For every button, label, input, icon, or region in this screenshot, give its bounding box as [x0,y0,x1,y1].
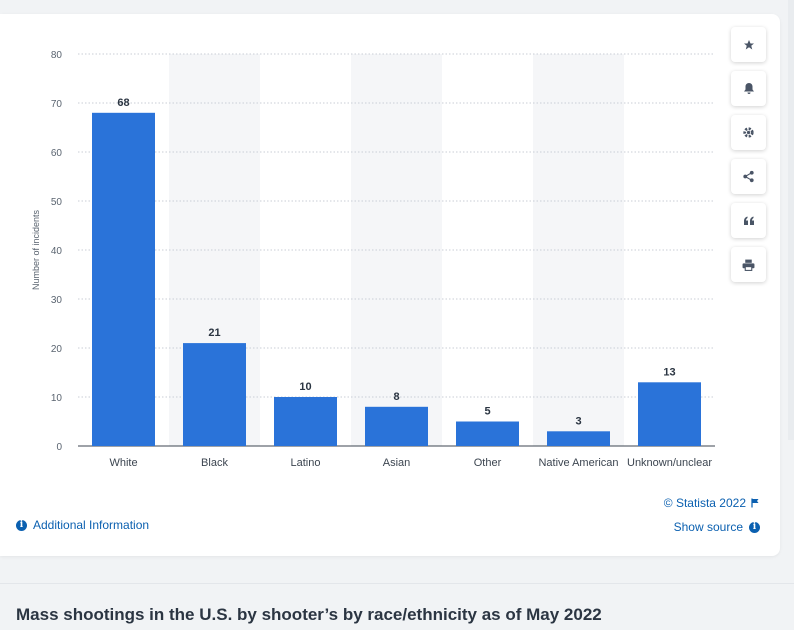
x-tick-label: White [109,457,137,469]
y-tick-label: 50 [51,197,63,208]
additional-information-label: Additional Information [33,518,150,532]
bar-native-american [547,431,610,446]
y-tick-label: 30 [51,295,63,306]
y-tick-label: 60 [51,148,63,159]
data-label: 8 [393,391,399,403]
y-tick-label: 0 [56,442,62,453]
info-icon: i [16,519,27,531]
x-tick-label: Other [474,457,502,469]
star-icon [743,39,754,49]
share-icon [743,170,754,183]
y-tick-label: 20 [51,344,63,355]
x-tick-label: Asian [383,457,411,469]
cite-button[interactable] [731,203,766,238]
settings-button[interactable] [731,115,766,150]
print-icon [742,259,755,271]
y-tick-label: 40 [51,246,63,257]
bar-white [92,112,155,447]
share-button[interactable] [731,159,766,194]
data-label: 10 [299,381,311,393]
bar-asian [365,406,428,446]
print-button[interactable] [731,247,766,282]
chart-toolbar [731,27,767,291]
data-label: 3 [575,415,581,427]
x-tick-label: Unknown/unclear [627,457,712,469]
chart-caption: Mass shootings in the U.S. by shooter’s … [16,605,602,624]
data-label: 13 [663,366,675,378]
x-tick-label: Native American [538,457,618,469]
data-label: 5 [484,406,490,418]
gear-icon [743,127,754,138]
show-source-link[interactable]: Show source i [674,520,760,534]
scrollbar-track[interactable] [788,0,794,440]
x-tick-label: Black [201,457,228,469]
bar-unknown-unclear [638,382,701,446]
bar-latino [274,397,337,446]
quote-icon [743,216,754,225]
bar-black [183,343,246,446]
bar-other [456,421,519,446]
y-tick-label: 80 [51,50,63,61]
show-source-label: Show source [673,520,743,534]
additional-information-link[interactable]: i Additional Information [16,518,149,532]
data-label: 68 [117,97,129,109]
copyright-text: © Statista 2022 [663,496,746,510]
bell-icon [743,83,754,94]
y-tick-label: 70 [51,99,63,110]
divider [0,583,794,584]
y-axis-label: Number of incidents [31,209,41,290]
favorite-button[interactable] [731,27,766,62]
info-icon: i [749,521,760,533]
bar-chart: 0 10 20 30 40 50 60 70 80 Number of incidents 68 Wh… [31,50,715,469]
x-tick-label: Latino [291,457,321,469]
flag-icon [751,498,759,508]
y-tick-label: 10 [51,393,63,404]
data-label: 21 [208,327,220,339]
notification-button[interactable] [731,71,766,106]
statista-copyright-link[interactable]: © Statista 2022 [664,496,760,510]
